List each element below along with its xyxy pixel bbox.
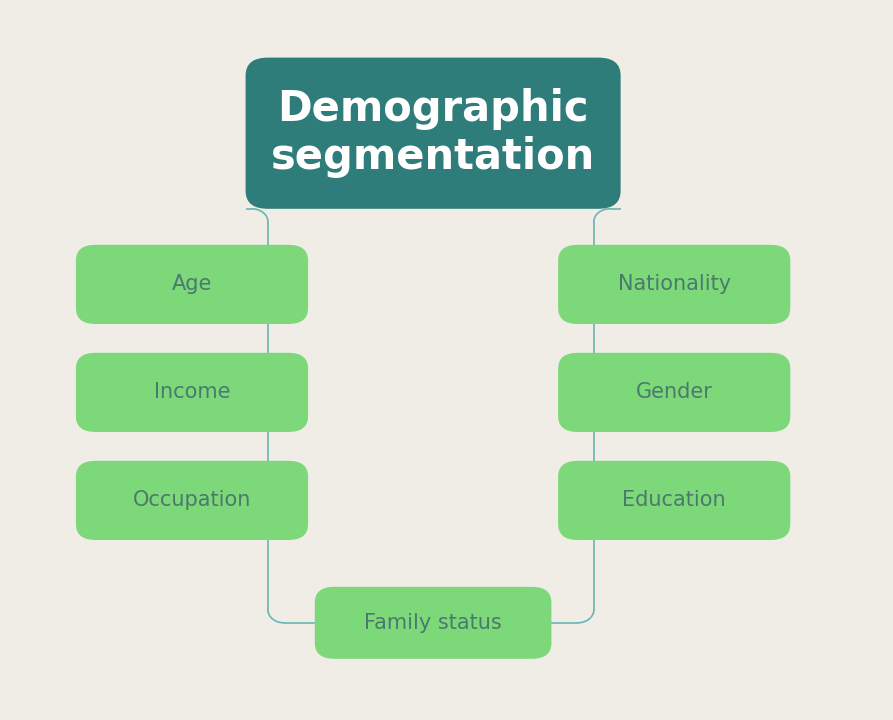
- Text: Gender: Gender: [636, 382, 713, 402]
- FancyBboxPatch shape: [246, 58, 621, 209]
- FancyBboxPatch shape: [314, 587, 551, 659]
- Text: Income: Income: [154, 382, 230, 402]
- Text: Age: Age: [171, 274, 213, 294]
- FancyBboxPatch shape: [558, 353, 790, 432]
- FancyBboxPatch shape: [558, 461, 790, 540]
- FancyBboxPatch shape: [76, 353, 308, 432]
- FancyBboxPatch shape: [558, 245, 790, 324]
- FancyBboxPatch shape: [76, 245, 308, 324]
- Text: Nationality: Nationality: [618, 274, 730, 294]
- Text: Occupation: Occupation: [133, 490, 251, 510]
- Text: Demographic
segmentation: Demographic segmentation: [271, 88, 596, 179]
- Text: Education: Education: [622, 490, 726, 510]
- Text: Family status: Family status: [364, 613, 502, 633]
- FancyBboxPatch shape: [76, 461, 308, 540]
